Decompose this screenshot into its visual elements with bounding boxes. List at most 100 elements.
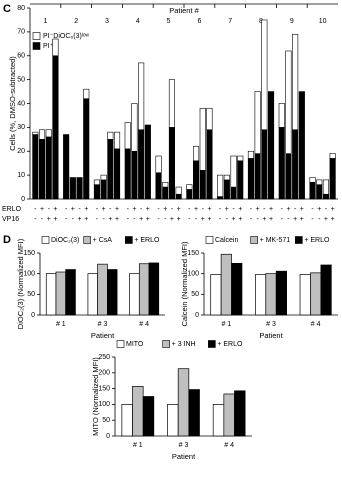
y-tick-label: 50 [191,291,199,298]
patient-label: 2 [74,18,78,25]
bar-segment [168,127,175,200]
condition-name: VP16 [2,216,19,223]
condition-sign: - [78,206,81,213]
y-axis-title: DiOC₂(3) (Normalized MFI) [16,238,25,329]
condition-sign: - [102,216,105,223]
condition-sign: - [250,206,253,213]
bar [65,269,76,316]
y-tick-label: 50 [17,76,25,83]
y-tick-label: 100 [98,401,110,408]
condition-sign: + [324,216,328,223]
y-tick-label: 0 [106,433,110,440]
condition-sign: - [109,206,112,213]
condition-sign: + [84,216,88,223]
bar-segment [124,122,131,150]
bar-segment [278,127,285,200]
x-tick-label: # 4 [139,321,149,328]
condition-sign: - [96,216,99,223]
bar-segment [124,148,131,200]
condition-sign: + [207,206,211,213]
bar-segment [186,184,193,190]
bar [167,404,179,437]
bar-segment [38,139,46,200]
bar-segment [292,33,299,131]
bar [97,263,108,316]
legend-swatch [205,236,214,244]
bar-segment [107,131,114,140]
y-tick-label: 100 [23,271,35,278]
bar [220,253,232,316]
condition-sign: - [250,216,253,223]
bar-segment [329,153,336,159]
bar-segment [309,177,316,183]
condition-sign: + [225,206,229,213]
condition-sign: - [318,216,321,223]
bar-segment [100,174,107,181]
condition-sign: - [127,206,130,213]
condition-sign: - [311,206,314,213]
bar [231,262,243,316]
bar [138,263,150,316]
bar [320,264,332,316]
bar-segment [155,155,162,174]
bar [142,396,155,437]
condition-sign: - [140,206,143,213]
bar-segment [329,158,336,200]
bar [212,404,225,437]
bar-segment [162,181,169,188]
y-tick-label: 50 [27,291,35,298]
bar [275,270,287,316]
bar [87,273,98,316]
bar-segment [155,172,162,200]
condition-sign: + [194,206,198,213]
y-tick-label: 60 [17,53,25,60]
condition-sign: + [238,216,242,223]
bar-segment [114,148,121,200]
condition-sign: - [263,206,266,213]
bar-segment [261,129,268,200]
y-tick-label: 150 [187,250,199,257]
panel-label: C [3,3,11,15]
bar-segment [230,186,237,200]
legend-swatch [32,32,41,40]
condition-sign: - [41,216,44,223]
bar-segment [175,186,182,195]
patient-label: 1 [43,18,47,25]
bar-segment [261,19,268,131]
x-tick-label: # 1 [133,442,143,449]
condition-sign: - [34,216,37,223]
bar-segment [285,153,292,200]
bar-segment [322,193,330,200]
bar-segment [45,136,52,200]
patient-label: 5 [167,18,171,25]
condition-sign: + [177,206,181,213]
bar-segment [217,174,224,197]
legend-swatch [32,42,41,50]
x-axis-title: Patient # [169,6,199,15]
condition-sign: - [281,216,284,223]
legend-swatch [162,340,170,348]
x-tick-label: # 4 [224,442,234,449]
bar-segment [93,184,100,200]
bar [310,272,322,316]
condition-sign: + [331,216,335,223]
condition-sign: - [34,206,37,213]
bar-segment [63,134,70,200]
bar-segment [93,179,100,185]
condition-sign: + [78,216,82,223]
condition-name: ERLO [2,206,22,213]
x-tick-label: # 1 [221,321,231,328]
bar [223,393,235,437]
y-axis-title: MITO (Normalized MFI) [91,357,100,436]
legend-swatch [41,236,50,244]
condition-sign: + [256,206,260,213]
bar-segment [199,107,206,171]
bar-segment [254,153,261,200]
condition-sign: - [219,206,222,213]
condition-sign: - [202,206,205,213]
condition-sign: + [102,206,106,213]
condition-sign: - [157,216,160,223]
bar [55,271,67,316]
bar-segment [100,179,107,200]
condition-sign: - [164,216,167,223]
